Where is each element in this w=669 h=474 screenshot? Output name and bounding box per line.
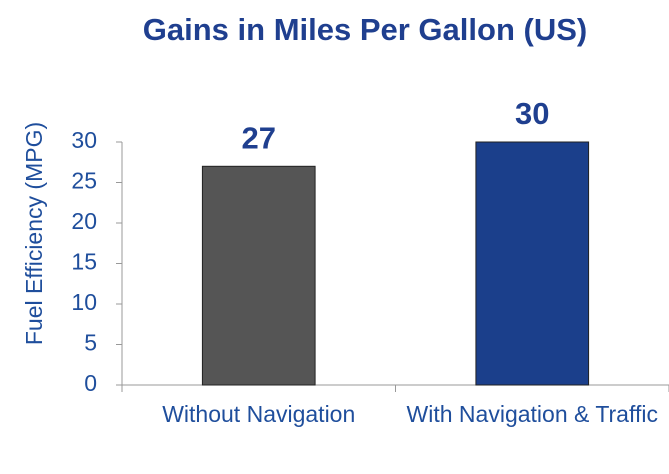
y-tick-label: 25 [71, 168, 97, 194]
data-label: 30 [515, 96, 549, 131]
data-label: 27 [242, 120, 276, 155]
y-tick-label: 5 [84, 330, 97, 356]
y-tick-label: 30 [71, 127, 97, 153]
y-tick-label: 20 [71, 208, 97, 234]
chart-title: Gains in Miles Per Gallon (US) [142, 12, 588, 47]
y-tick-label: 15 [71, 249, 97, 275]
bar [201, 165, 316, 386]
bar [475, 141, 590, 386]
y-tick-label: 10 [71, 289, 97, 315]
x-tick-label: Without Navigation [162, 401, 356, 427]
x-tick-label: With Navigation & Traffic [406, 401, 658, 427]
y-axis-label: Fuel Efficiency (MPG) [21, 122, 47, 345]
y-tick-label: 0 [84, 370, 97, 396]
